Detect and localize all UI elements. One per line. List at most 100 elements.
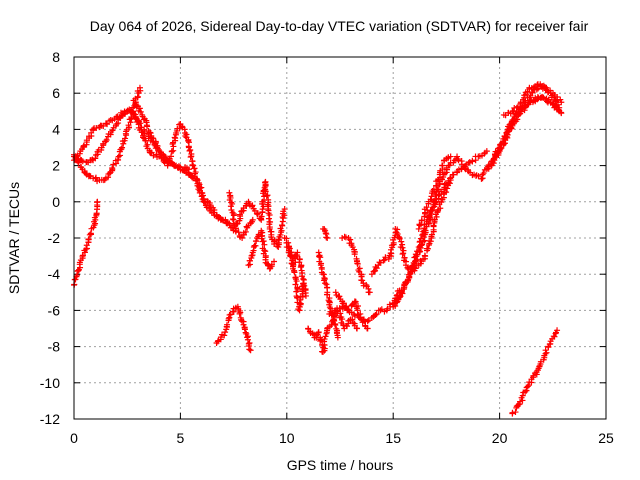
- chart-title: Day 064 of 2026, Sidereal Day-to-day VTE…: [90, 18, 589, 34]
- data-point: [373, 311, 380, 318]
- data-point: [239, 235, 246, 241]
- data-point: [339, 316, 346, 323]
- data-point: [103, 136, 110, 143]
- x-tick-label: 0: [70, 430, 78, 446]
- data-point: [323, 234, 330, 241]
- data-point: [347, 236, 354, 243]
- data-point: [136, 84, 143, 91]
- data-point: [430, 222, 437, 229]
- data-point: [323, 291, 330, 298]
- data-point: [122, 135, 129, 142]
- data-point: [293, 278, 300, 285]
- data-point: [377, 307, 384, 314]
- data-point: [73, 272, 80, 279]
- data-point: [246, 346, 253, 353]
- data-point: [90, 126, 97, 133]
- data-point: [160, 158, 167, 165]
- data-point: [109, 164, 116, 171]
- data-point: [542, 347, 549, 354]
- data-point: [281, 206, 288, 213]
- data-point: [127, 119, 134, 126]
- data-point: [198, 184, 205, 191]
- data-point: [530, 84, 537, 91]
- data-point: [300, 280, 307, 287]
- data-point: [351, 312, 358, 319]
- data-point: [259, 238, 266, 245]
- data-point: [168, 153, 175, 160]
- data-point: [427, 238, 434, 245]
- data-point: [189, 161, 196, 168]
- data-point: [444, 185, 451, 192]
- data-point: [510, 107, 517, 114]
- data-point: [512, 409, 519, 416]
- data-point: [258, 213, 265, 220]
- data-point: [190, 162, 197, 169]
- y-tick-label: 6: [52, 85, 60, 101]
- data-point: [508, 120, 515, 127]
- data-point: [144, 123, 151, 130]
- data-point: [429, 207, 436, 214]
- data-point: [297, 264, 304, 271]
- data-point: [399, 244, 406, 251]
- data-point: [82, 170, 89, 177]
- data-point: [261, 241, 268, 248]
- data-point: [421, 252, 428, 259]
- data-point: [288, 253, 295, 260]
- x-tick-label: 5: [177, 430, 185, 446]
- data-point: [253, 237, 260, 244]
- data-point: [372, 312, 379, 319]
- data-point: [186, 147, 193, 154]
- data-point: [109, 127, 116, 134]
- data-point: [104, 121, 111, 128]
- data-point: [100, 123, 107, 130]
- data-point: [228, 207, 235, 214]
- y-tick-label: -10: [40, 375, 60, 391]
- data-point: [132, 99, 139, 106]
- data-point: [488, 158, 495, 165]
- data-point: [92, 174, 99, 181]
- data-point: [85, 236, 92, 243]
- y-tick-label: 8: [52, 49, 60, 65]
- data-point: [322, 333, 329, 340]
- data-point: [529, 89, 536, 96]
- data-point: [344, 306, 351, 313]
- data-point: [447, 153, 454, 160]
- data-point: [251, 242, 258, 249]
- data-point: [235, 229, 242, 236]
- data-point: [148, 149, 155, 156]
- data-point: [271, 258, 278, 265]
- data-point: [287, 249, 294, 256]
- data-point: [321, 277, 328, 284]
- data-point: [322, 280, 329, 287]
- data-point: [399, 251, 406, 258]
- x-tick-label: 25: [598, 430, 614, 446]
- data-point: [200, 198, 207, 205]
- data-point: [447, 174, 454, 181]
- data-point: [246, 257, 253, 264]
- data-point: [418, 221, 425, 228]
- data-point: [438, 199, 445, 206]
- data-point: [115, 153, 122, 160]
- data-point: [441, 181, 448, 188]
- data-point: [532, 98, 539, 105]
- y-axis-label: SDTVAR / TECUs: [6, 182, 22, 294]
- data-point: [454, 155, 461, 162]
- data-point: [422, 227, 429, 234]
- data-point: [222, 329, 229, 336]
- data-point: [299, 273, 306, 280]
- data-point: [237, 309, 244, 316]
- data-point: [147, 130, 154, 137]
- data-point: [94, 198, 101, 205]
- data-point: [497, 141, 504, 148]
- data-point: [418, 217, 425, 224]
- data-point: [119, 144, 126, 151]
- data-point: [321, 336, 328, 343]
- data-point: [178, 123, 185, 130]
- data-point: [558, 99, 565, 106]
- data-point: [202, 199, 209, 206]
- data-point: [554, 327, 561, 334]
- data-point: [513, 104, 520, 111]
- data-point: [262, 188, 269, 195]
- x-tick-label: 15: [385, 430, 401, 446]
- data-point: [418, 241, 425, 248]
